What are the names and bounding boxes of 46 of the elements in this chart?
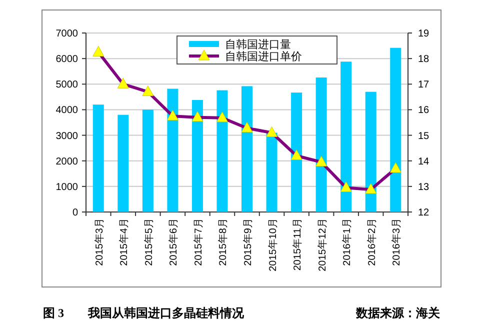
bar bbox=[192, 100, 203, 212]
x-tick-label: 2015年8月 bbox=[217, 218, 230, 266]
bar bbox=[365, 92, 376, 212]
x-tick-label: 2015年11月 bbox=[292, 218, 304, 271]
x-tick-label: 2016年3月 bbox=[390, 218, 403, 266]
bar bbox=[390, 48, 402, 212]
y-tick-label: 7000 bbox=[56, 28, 78, 40]
bar bbox=[291, 92, 302, 212]
bar bbox=[316, 77, 327, 212]
source-note: 数据来源：海关 bbox=[355, 306, 441, 320]
x-tick-label: 2015年3月 bbox=[93, 218, 106, 266]
y2-tick-label: 14 bbox=[418, 156, 430, 168]
y2-tick-label: 18 bbox=[418, 54, 430, 66]
y2-tick-label: 15 bbox=[418, 130, 430, 142]
bar bbox=[266, 132, 278, 212]
y-tick-label: 3000 bbox=[56, 130, 78, 142]
bar bbox=[340, 62, 352, 212]
bar bbox=[216, 90, 228, 212]
legend-label: 自韩国进口量 bbox=[225, 38, 291, 51]
text: 图 3 我国从韩国进口多晶硅料情况 bbox=[43, 306, 245, 320]
bar bbox=[242, 86, 252, 212]
x-tick-label: 2015年12月 bbox=[316, 218, 328, 272]
y2-tick-label: 17 bbox=[418, 80, 430, 91]
x-tick-label: 2016年1月 bbox=[341, 218, 354, 266]
x-tick-label: 2015年4月 bbox=[118, 218, 130, 266]
bar bbox=[167, 88, 178, 212]
y-tick-label: 2000 bbox=[56, 156, 78, 168]
y2-tick-label: 13 bbox=[418, 182, 430, 193]
y-tick-label: 1000 bbox=[56, 182, 78, 193]
x-tick-label: 2015年7月 bbox=[192, 218, 204, 266]
y-tick-label: 4000 bbox=[56, 105, 78, 116]
y2-tick-label: 16 bbox=[418, 105, 430, 116]
bar bbox=[142, 110, 154, 212]
x-tick-label: 2015年6月 bbox=[168, 218, 180, 266]
y-tick-label: 5000 bbox=[56, 80, 78, 91]
y-tick-label: 0 bbox=[72, 208, 78, 218]
y2-tick-label: 19 bbox=[418, 28, 430, 40]
y2-tick-label: 12 bbox=[418, 208, 430, 218]
bar bbox=[92, 104, 104, 212]
legend-label: 自韩国进口单价 bbox=[225, 50, 302, 63]
x-tick-label: 2015年9月 bbox=[242, 218, 254, 266]
y-tick-label: 6000 bbox=[56, 54, 78, 66]
x-tick-label: 2016年2月 bbox=[366, 218, 378, 266]
x-tick-label: 2015年10月 bbox=[266, 218, 279, 272]
bar bbox=[118, 114, 129, 212]
x-tick-label: 2015年5月 bbox=[142, 218, 155, 266]
